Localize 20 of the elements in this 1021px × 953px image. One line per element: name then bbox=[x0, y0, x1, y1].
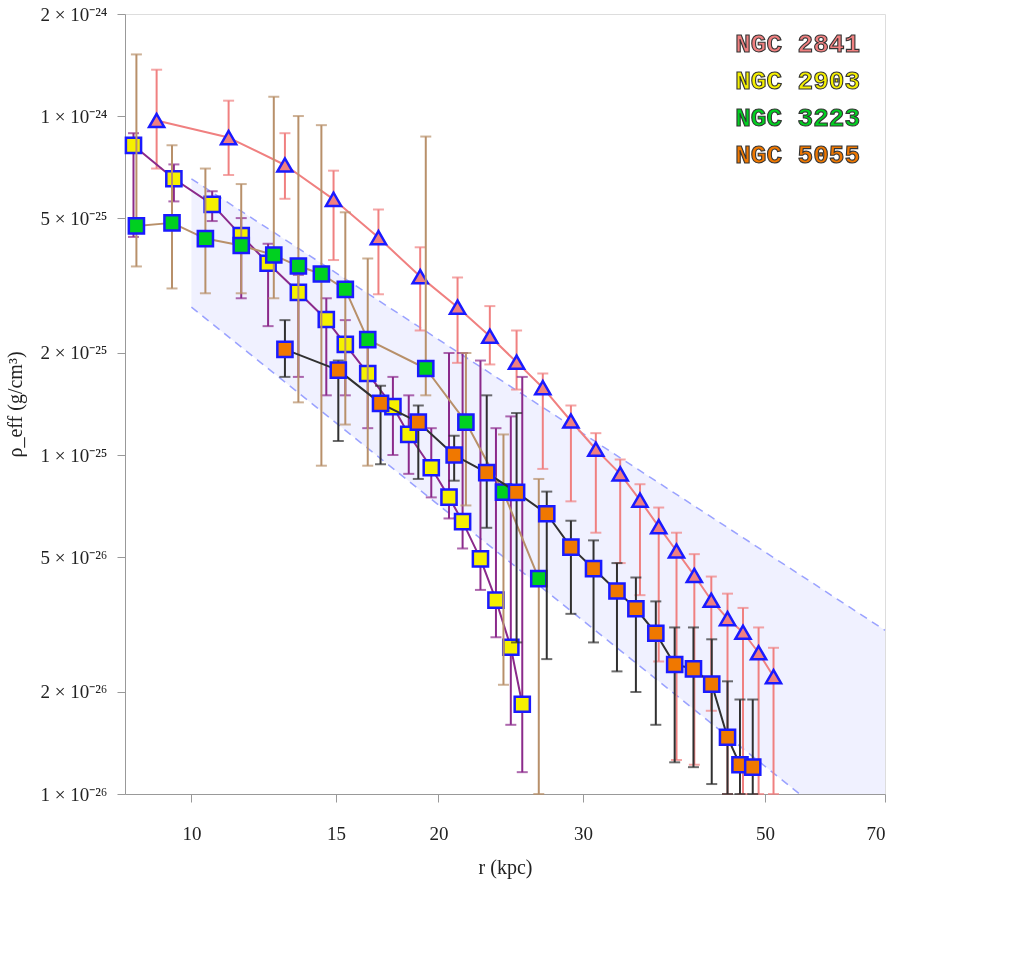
y-tick-label: 1 × 10⁻²⁴ bbox=[40, 105, 108, 127]
y-tick-label: 1 × 10⁻²⁵ bbox=[40, 444, 108, 466]
x-tick-label: 50 bbox=[756, 822, 776, 844]
y-tick-label: 2 × 10⁻²⁶ bbox=[40, 681, 108, 703]
y-tick-label: 1 × 10⁻²⁶ bbox=[40, 783, 108, 805]
text: NGC 5055 bbox=[735, 141, 860, 171]
text: NGC 3223 bbox=[735, 104, 860, 134]
y-tick-label: 2 × 10⁻²⁴ bbox=[40, 3, 108, 25]
y-tick-label: 5 × 10⁻²⁵ bbox=[40, 207, 108, 229]
y-axis-title: ρ_eff (g/cm³) bbox=[4, 351, 28, 458]
x-axis-title: r (kpc) bbox=[478, 855, 533, 879]
y-tick-label: 5 × 10⁻²⁶ bbox=[40, 546, 108, 568]
text: NGC 2841 bbox=[735, 30, 860, 60]
y-tick-label: 2 × 10⁻²⁵ bbox=[40, 342, 108, 364]
x-tick-label: 30 bbox=[574, 822, 593, 844]
x-tick-label: 20 bbox=[429, 822, 449, 844]
text: NGC 2903 bbox=[735, 67, 860, 97]
x-tick-label: 15 bbox=[326, 822, 346, 844]
x-tick-label: 70 bbox=[866, 822, 886, 844]
x-tick-label: 10 bbox=[182, 822, 202, 844]
